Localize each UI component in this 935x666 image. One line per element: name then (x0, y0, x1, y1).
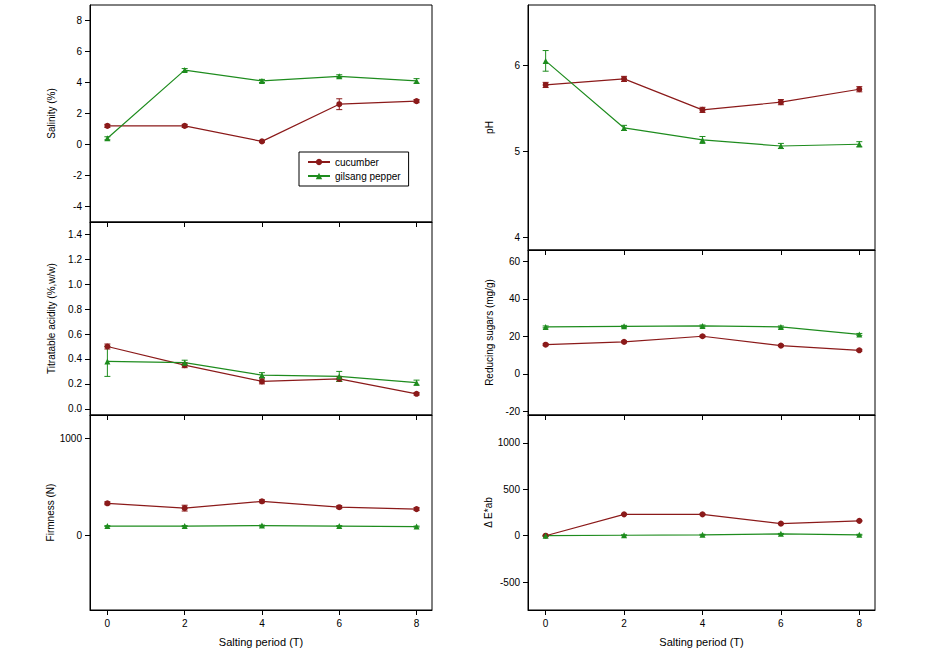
svg-text:5: 5 (514, 146, 520, 157)
svg-text:-500: -500 (500, 577, 520, 588)
svg-text:6: 6 (76, 46, 82, 57)
svg-text:gilsang pepper: gilsang pepper (335, 171, 401, 182)
svg-text:0: 0 (543, 618, 549, 629)
svg-text:40: 40 (509, 293, 521, 304)
svg-text:0.4: 0.4 (68, 353, 82, 364)
svg-text:8: 8 (857, 618, 863, 629)
svg-text:8: 8 (414, 618, 420, 629)
svg-text:6: 6 (514, 60, 520, 71)
svg-text:-20: -20 (506, 406, 521, 417)
svg-text:0.6: 0.6 (68, 329, 82, 340)
svg-text:Salting period (T): Salting period (T) (659, 636, 743, 648)
svg-text:Titratable acidity (%,w/w): Titratable acidity (%,w/w) (46, 263, 57, 374)
svg-text:500: 500 (503, 484, 520, 495)
svg-text:0.8: 0.8 (68, 304, 82, 315)
svg-text:1000: 1000 (498, 437, 521, 448)
svg-text:Δ E*ab: Δ E*ab (483, 497, 494, 528)
svg-text:0.2: 0.2 (68, 378, 82, 389)
svg-text:0: 0 (76, 139, 82, 150)
svg-text:4: 4 (514, 232, 520, 243)
svg-text:2: 2 (182, 618, 188, 629)
svg-text:1.0: 1.0 (68, 279, 82, 290)
svg-text:-2: -2 (73, 170, 82, 181)
svg-text:2: 2 (621, 618, 627, 629)
svg-text:-4: -4 (73, 201, 82, 212)
svg-text:6: 6 (336, 618, 342, 629)
svg-text:Firmness (N): Firmness (N) (45, 484, 56, 542)
svg-text:Salinity (%): Salinity (%) (46, 88, 57, 139)
svg-text:60: 60 (509, 256, 521, 267)
svg-text:8: 8 (76, 15, 82, 26)
svg-text:0: 0 (105, 618, 111, 629)
svg-text:0: 0 (76, 530, 82, 541)
svg-text:2: 2 (76, 108, 82, 119)
svg-text:0: 0 (514, 530, 520, 541)
svg-text:pH: pH (484, 121, 495, 134)
svg-text:Reducing sugars (mg/g): Reducing sugars (mg/g) (484, 279, 495, 386)
svg-text:1.2: 1.2 (68, 254, 82, 265)
svg-text:4: 4 (700, 618, 706, 629)
svg-text:0.0: 0.0 (68, 403, 82, 414)
svg-text:0: 0 (514, 368, 520, 379)
svg-text:4: 4 (259, 618, 265, 629)
svg-text:6: 6 (778, 618, 784, 629)
svg-text:1.4: 1.4 (68, 229, 82, 240)
svg-text:cucumber: cucumber (335, 157, 380, 168)
svg-text:4: 4 (76, 77, 82, 88)
svg-text:20: 20 (509, 331, 521, 342)
svg-text:1000: 1000 (60, 433, 83, 444)
svg-text:Salting period (T): Salting period (T) (219, 636, 303, 648)
